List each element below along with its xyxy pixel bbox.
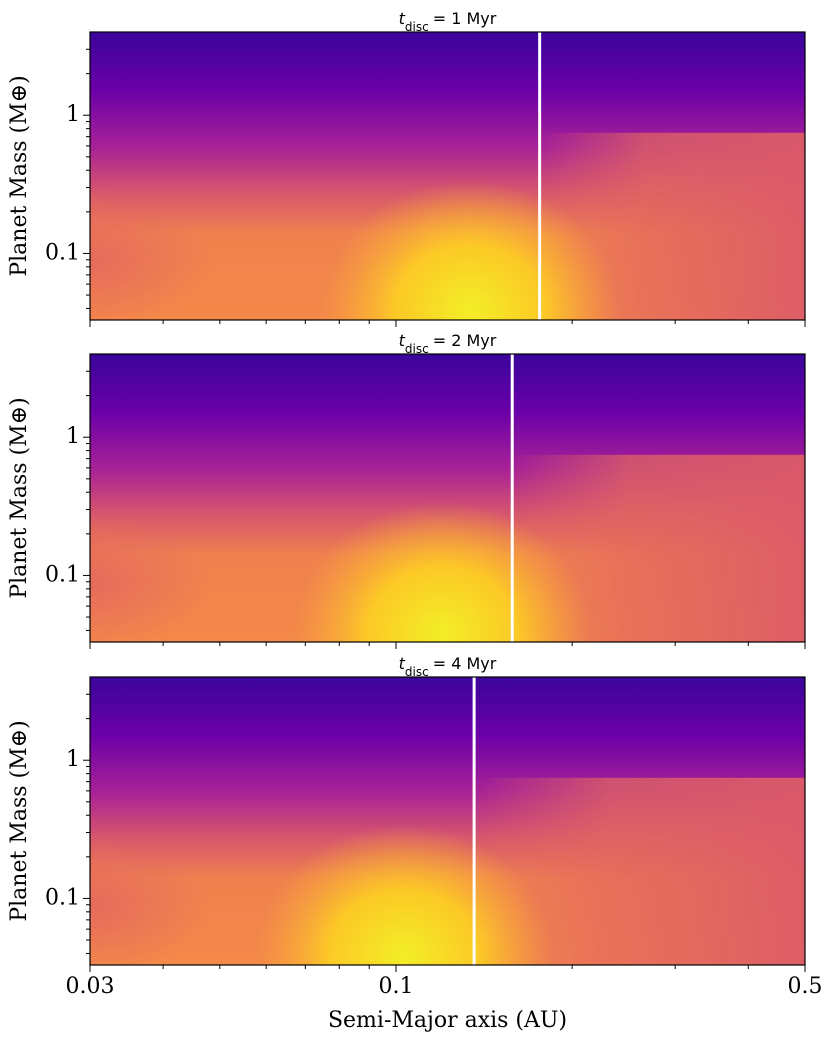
y-tick-label: 1 [66, 424, 80, 449]
y-axis-label: Planet Mass (M⊕) [7, 397, 32, 598]
panel-title: tdisc = 1 Myr [399, 9, 497, 34]
axes-frame [89, 31, 806, 321]
title-rest: = 1 Myr [433, 9, 497, 28]
y-tick-label: 0.1 [45, 562, 80, 587]
panel-title: tdisc = 4 Myr [399, 654, 497, 679]
title-sub: disc [405, 665, 429, 679]
contour-field [90, 677, 805, 965]
axes-frame [89, 676, 806, 966]
y-tick-label: 0.1 [45, 240, 80, 265]
y-tick-label: 1 [66, 747, 80, 772]
y-axis-label: Planet Mass (M⊕) [7, 720, 32, 921]
axes-frame [89, 353, 806, 643]
y-tick-label: 0.1 [45, 885, 80, 910]
y-tick-label: 1 [66, 102, 80, 127]
field-left [90, 835, 210, 965]
contour-field [90, 354, 805, 642]
title-sub: disc [405, 342, 429, 356]
x-axis-label: Semi-Major axis (AU) [328, 1008, 567, 1033]
x-tick-label: 0.1 [378, 974, 413, 999]
x-tick-label: 0.03 [66, 974, 115, 999]
field-peak [319, 180, 620, 320]
title-rest: = 2 Myr [433, 331, 497, 350]
field-left [90, 512, 210, 642]
contour-field [90, 32, 805, 320]
field-left [90, 190, 210, 320]
field-peak [254, 825, 555, 965]
title-sub: disc [405, 20, 429, 34]
title-var: t [399, 331, 406, 350]
title-var: t [399, 654, 406, 673]
panel-title: tdisc = 2 Myr [399, 331, 497, 356]
x-tick-label: 0.5 [788, 974, 823, 999]
title-rest: = 4 Myr [433, 654, 497, 673]
y-axis-label: Planet Mass (M⊕) [7, 75, 32, 276]
field-peak [292, 502, 593, 642]
title-var: t [399, 9, 406, 28]
